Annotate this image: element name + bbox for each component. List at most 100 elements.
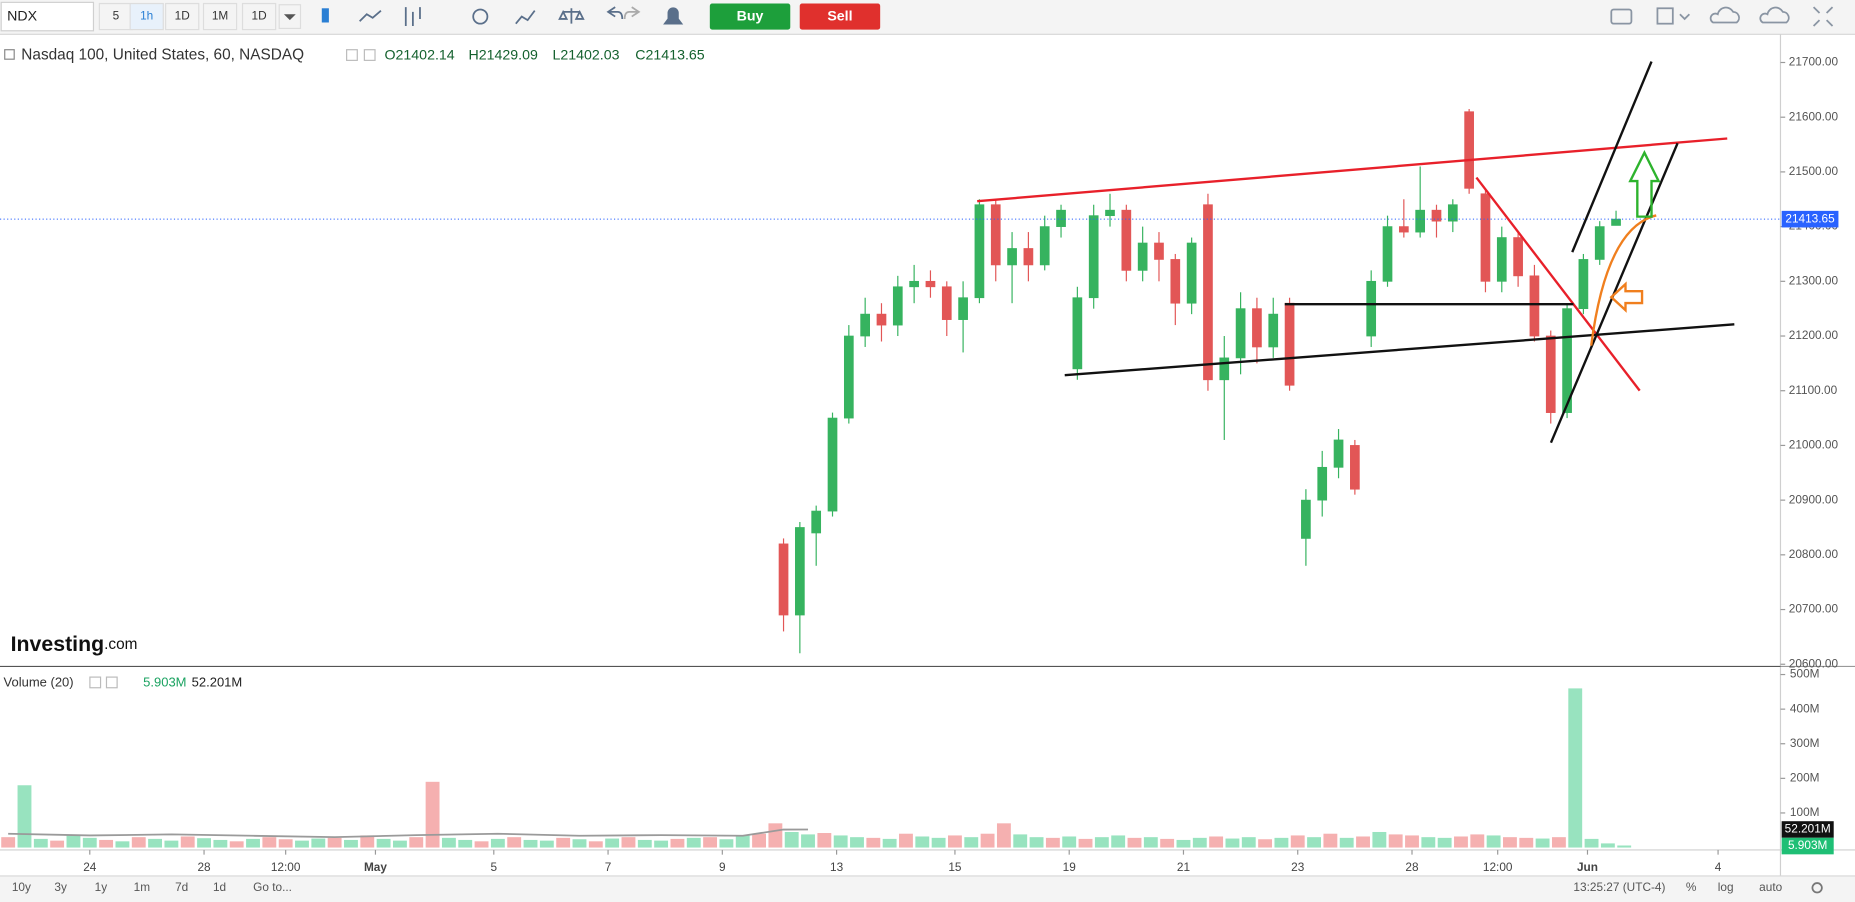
volume-bar — [621, 837, 636, 848]
candle-body — [1496, 237, 1507, 282]
interval-button[interactable] — [202, 2, 238, 31]
volume-bar — [327, 837, 342, 848]
range-button[interactable]: 1d — [213, 880, 226, 894]
volume-bar — [735, 835, 750, 848]
candle-icon[interactable] — [321, 8, 329, 23]
volume-bar — [931, 837, 946, 848]
x-tick-label: 9 — [719, 860, 726, 874]
volume-bar — [1405, 835, 1419, 848]
range-button[interactable]: 1m — [134, 880, 151, 894]
interval-button[interactable] — [165, 2, 200, 31]
volume-bar — [882, 838, 897, 848]
goto[interactable]: Go to... — [253, 880, 292, 894]
volume-bar — [1470, 834, 1485, 848]
volume-bar — [703, 837, 718, 848]
undo-icon[interactable] — [606, 6, 624, 19]
candle-body — [1007, 248, 1017, 266]
volume-last-tag-label: 5.903M — [1788, 838, 1827, 852]
sell-label[interactable]: Sell — [827, 8, 852, 24]
x-tick-label: 15 — [948, 860, 962, 874]
volume-bar — [1323, 833, 1338, 848]
trendline — [1475, 176, 1641, 392]
candle-body — [1284, 302, 1295, 386]
range-button[interactable]: 3y — [54, 880, 67, 894]
line-icon[interactable] — [359, 9, 382, 22]
toolbar — [0, 0, 1855, 35]
volume-tick-label: 200M — [1790, 770, 1820, 784]
volume-bar — [1078, 838, 1093, 848]
interval-label[interactable]: 1h — [140, 9, 153, 23]
logo: Investing.com — [11, 632, 138, 656]
plot: 20600.00 20700.00 20800.00 20900.00 21000.00… — [0, 55, 1838, 874]
legend-icon[interactable] — [105, 676, 118, 689]
volume-bar — [33, 838, 48, 848]
auto-toggle[interactable]: auto — [1759, 880, 1782, 894]
percent-toggle[interactable]: % — [1686, 880, 1697, 894]
layout-icon[interactable] — [1656, 7, 1674, 25]
y-tick-label: 20700.00 — [1789, 602, 1839, 616]
interval-label[interactable]: 1D — [175, 9, 190, 23]
volume-bar — [262, 837, 277, 848]
legend-icon[interactable] — [89, 676, 102, 689]
volume-bar — [915, 836, 930, 848]
volume-bar — [686, 837, 701, 848]
sell-button[interactable] — [799, 3, 881, 30]
volume-tick-label: 100M — [1790, 805, 1820, 819]
volume-bar — [474, 841, 489, 848]
symbol[interactable]: NDX — [7, 8, 37, 24]
volume-bar — [1568, 688, 1583, 848]
candle-body — [1023, 248, 1034, 266]
y-tick-label: 21500.00 — [1789, 164, 1839, 178]
candle-body — [811, 510, 822, 534]
volume-bar — [1, 837, 16, 848]
volume-ma-tag — [1781, 821, 1834, 838]
volume-bar — [1437, 837, 1452, 848]
compare-icon[interactable] — [558, 8, 585, 24]
x-tick-label: 19 — [1063, 860, 1077, 874]
interval-buttons: 5 1h 1D 1M 1D — [98, 2, 277, 31]
buy-button[interactable] — [709, 3, 791, 30]
range-button[interactable]: 7d — [175, 880, 188, 894]
dropdown-arrow — [283, 14, 296, 21]
bar-icon[interactable] — [404, 7, 421, 27]
collapse-icon[interactable] — [4, 49, 15, 60]
interval-label[interactable]: 5 — [113, 9, 120, 23]
cloud-load-icon[interactable] — [1709, 6, 1740, 24]
interval-label[interactable]: 1D — [252, 9, 267, 23]
candle-body — [860, 313, 871, 337]
volume-bar — [17, 785, 32, 848]
range-button[interactable]: 10y — [12, 880, 31, 894]
candle-body — [1121, 209, 1132, 271]
interval-button[interactable] — [129, 2, 164, 31]
volume-bar — [768, 823, 783, 848]
fullscreen-icon[interactable] — [1812, 6, 1834, 27]
legend-icon[interactable] — [363, 49, 376, 61]
volume-bar — [1241, 837, 1256, 848]
layout-dropdown[interactable] — [1679, 13, 1691, 21]
buy-label[interactable]: Buy — [737, 8, 764, 24]
legend-icon[interactable] — [346, 49, 358, 61]
interval-button[interactable] — [98, 2, 134, 31]
log-toggle[interactable]: log — [1718, 880, 1734, 894]
settings-icon[interactable] — [1811, 882, 1823, 894]
redo-icon[interactable] — [623, 6, 641, 19]
candle-body — [1056, 209, 1066, 227]
alert-icon[interactable] — [663, 7, 684, 25]
candle-body — [795, 527, 805, 616]
volume-bar — [148, 838, 163, 848]
indicator-icon[interactable] — [515, 10, 536, 25]
symbol-box[interactable] — [0, 1, 95, 32]
volume-bar — [1454, 836, 1468, 848]
interval-label[interactable]: 1M — [212, 9, 228, 23]
candle-body — [1268, 313, 1279, 348]
x-tick-label: 23 — [1291, 860, 1305, 874]
cloud-save-icon[interactable] — [1759, 6, 1790, 24]
range-button[interactable]: 1y — [95, 880, 108, 894]
interval-button[interactable] — [241, 2, 277, 31]
volume-bar — [164, 840, 179, 848]
snapshot-icon[interactable] — [1610, 8, 1633, 25]
volume-bar — [850, 837, 864, 848]
settings-icon[interactable] — [472, 8, 489, 25]
volume-bar — [1535, 838, 1550, 848]
x-tick-label: 24 — [83, 860, 97, 874]
